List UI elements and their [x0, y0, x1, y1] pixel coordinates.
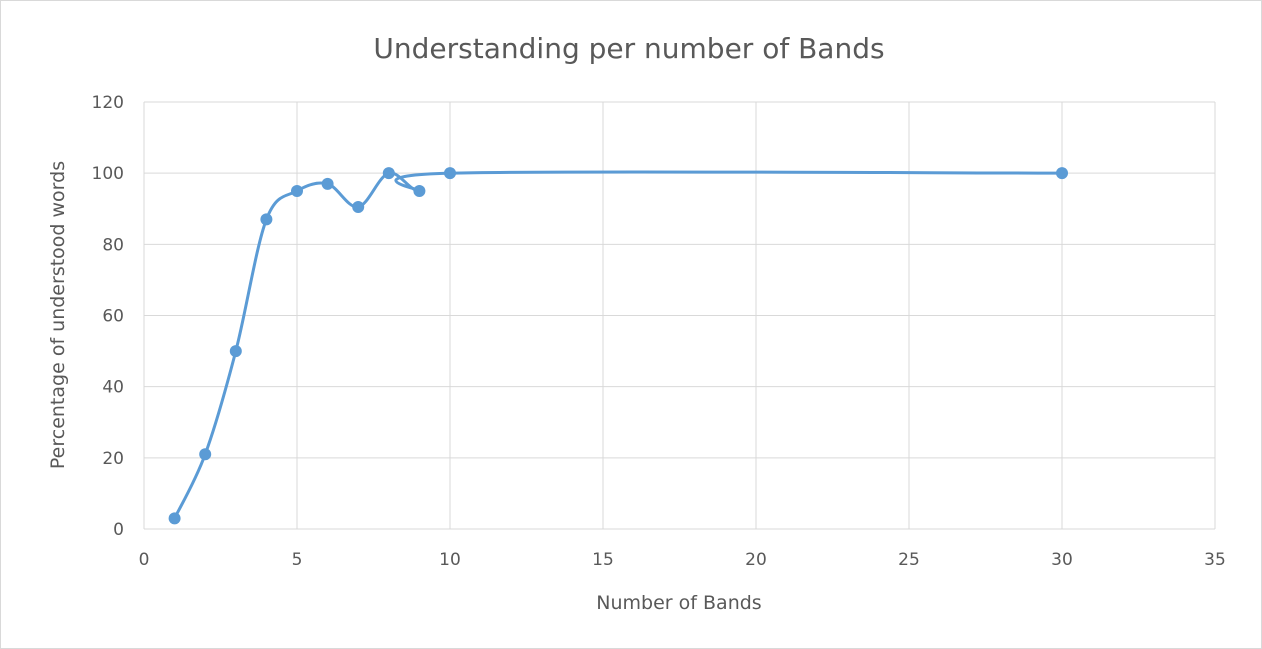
data-series	[169, 167, 1068, 524]
y-tick-label: 80	[102, 235, 124, 255]
data-point	[260, 213, 272, 225]
y-tick-label: 60	[102, 307, 124, 327]
data-point	[230, 345, 242, 357]
y-tick-label: 0	[113, 520, 124, 540]
data-point	[1056, 167, 1068, 179]
x-axis-title: Number of Bands	[596, 592, 761, 614]
y-axis-tick-labels: 0 20 40 60 80 100 120	[92, 93, 124, 540]
y-tick-label: 100	[92, 164, 124, 184]
y-tick-label: 120	[92, 93, 124, 113]
x-tick-label: 15	[592, 550, 614, 570]
y-axis-title: Percentage of understood words	[47, 161, 69, 469]
x-tick-label: 20	[745, 550, 767, 570]
data-point	[291, 185, 303, 197]
y-tick-label: 20	[102, 449, 124, 469]
x-tick-label: 10	[439, 550, 461, 570]
data-point	[199, 448, 211, 460]
chart-title: Understanding per number of Bands	[373, 32, 884, 65]
data-point	[444, 167, 456, 179]
series-line	[175, 172, 1062, 518]
data-point	[322, 178, 334, 190]
data-point	[169, 512, 181, 524]
data-point	[352, 201, 364, 213]
x-tick-label: 0	[139, 550, 150, 570]
x-tick-label: 35	[1204, 550, 1226, 570]
x-tick-label: 30	[1051, 550, 1073, 570]
gridlines	[144, 102, 1215, 529]
data-point	[413, 185, 425, 197]
data-point	[383, 167, 395, 179]
x-tick-label: 5	[292, 550, 303, 570]
y-tick-label: 40	[102, 378, 124, 398]
x-axis-tick-labels: 0 5 10 15 20 25 30 35	[139, 550, 1226, 570]
x-tick-label: 25	[898, 550, 920, 570]
